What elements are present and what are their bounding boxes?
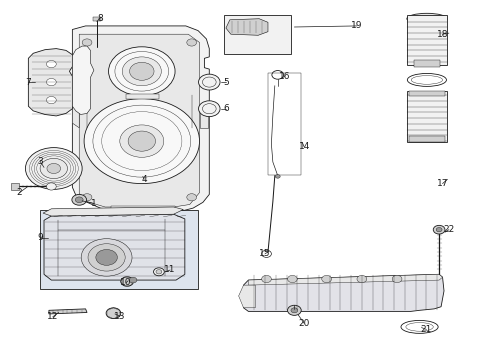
Circle shape xyxy=(121,277,133,286)
Text: 5: 5 xyxy=(223,78,228,87)
Text: 12: 12 xyxy=(47,312,59,321)
Circle shape xyxy=(122,57,161,86)
Text: 19: 19 xyxy=(350,22,362,31)
Bar xyxy=(408,91,444,96)
Ellipse shape xyxy=(422,35,430,40)
Circle shape xyxy=(72,194,86,205)
Circle shape xyxy=(108,47,175,96)
Circle shape xyxy=(186,39,196,46)
Text: 22: 22 xyxy=(442,225,454,234)
Circle shape xyxy=(287,305,301,315)
Polygon shape xyxy=(72,46,94,114)
Text: 21: 21 xyxy=(420,325,431,334)
Polygon shape xyxy=(238,285,255,308)
Polygon shape xyxy=(225,19,267,35)
Text: 3: 3 xyxy=(37,157,43,166)
Circle shape xyxy=(261,275,271,283)
Ellipse shape xyxy=(406,13,446,24)
Text: 14: 14 xyxy=(298,143,309,152)
Ellipse shape xyxy=(417,31,435,44)
Circle shape xyxy=(82,39,92,46)
Bar xyxy=(406,91,446,142)
Polygon shape xyxy=(199,104,207,128)
Polygon shape xyxy=(79,34,199,207)
Circle shape xyxy=(321,275,331,283)
Text: 18: 18 xyxy=(436,30,447,39)
Text: 15: 15 xyxy=(259,249,270,258)
Circle shape xyxy=(198,74,220,90)
Circle shape xyxy=(391,275,401,283)
Polygon shape xyxy=(28,49,72,116)
Circle shape xyxy=(275,175,280,178)
Text: 17: 17 xyxy=(436,179,447,188)
Ellipse shape xyxy=(419,110,433,121)
Bar xyxy=(406,15,446,65)
Bar xyxy=(413,60,439,67)
Polygon shape xyxy=(126,94,159,99)
Bar xyxy=(267,73,301,175)
Text: 20: 20 xyxy=(298,319,309,328)
Text: 9: 9 xyxy=(37,233,43,242)
Circle shape xyxy=(46,60,56,68)
Circle shape xyxy=(128,131,155,151)
Circle shape xyxy=(82,194,92,201)
Text: 4: 4 xyxy=(141,175,147,184)
Polygon shape xyxy=(72,99,79,128)
Circle shape xyxy=(186,194,196,201)
Text: 7: 7 xyxy=(25,78,31,87)
Text: 1: 1 xyxy=(91,199,97,208)
Circle shape xyxy=(156,270,162,274)
Ellipse shape xyxy=(423,113,429,118)
Circle shape xyxy=(46,78,56,86)
Text: 10: 10 xyxy=(120,278,132,287)
Text: 6: 6 xyxy=(223,104,228,113)
Circle shape xyxy=(40,158,67,179)
Polygon shape xyxy=(49,309,87,314)
Text: 13: 13 xyxy=(114,311,125,320)
Circle shape xyxy=(120,125,163,157)
Circle shape xyxy=(47,163,61,174)
Polygon shape xyxy=(43,207,183,216)
Circle shape xyxy=(432,225,444,234)
Circle shape xyxy=(46,183,56,190)
Circle shape xyxy=(84,99,199,184)
Circle shape xyxy=(129,277,137,283)
Polygon shape xyxy=(93,17,101,21)
Bar xyxy=(224,15,291,54)
Text: 11: 11 xyxy=(164,266,176,274)
Circle shape xyxy=(106,308,121,319)
Bar xyxy=(408,136,444,142)
Circle shape xyxy=(290,308,297,313)
Polygon shape xyxy=(111,206,175,214)
Polygon shape xyxy=(248,274,442,285)
Circle shape xyxy=(287,275,297,283)
Circle shape xyxy=(81,239,132,276)
Circle shape xyxy=(153,268,164,276)
Circle shape xyxy=(75,197,83,203)
Circle shape xyxy=(356,275,366,283)
Circle shape xyxy=(435,228,441,232)
Circle shape xyxy=(198,101,220,117)
Circle shape xyxy=(46,96,56,104)
Circle shape xyxy=(129,62,154,80)
Polygon shape xyxy=(72,26,209,213)
Polygon shape xyxy=(44,214,184,280)
Text: 8: 8 xyxy=(97,14,103,23)
Text: 2: 2 xyxy=(17,188,22,197)
Circle shape xyxy=(96,249,117,265)
Bar xyxy=(40,210,197,289)
Circle shape xyxy=(25,148,82,189)
Polygon shape xyxy=(243,274,443,311)
Polygon shape xyxy=(11,183,19,190)
Text: 16: 16 xyxy=(278,72,290,81)
Circle shape xyxy=(88,244,125,271)
